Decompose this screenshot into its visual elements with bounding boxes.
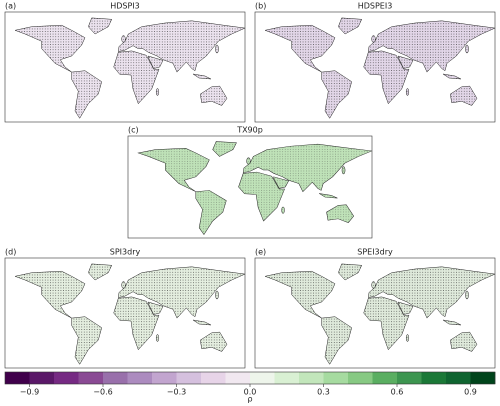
color-bin [372, 372, 398, 384]
panel-d: (d) SPI3dry [4, 248, 246, 369]
panel-c: (c) TX90p [127, 126, 373, 239]
color-bin [152, 372, 177, 384]
panel-title: SPEI3dry [357, 248, 393, 257]
color-bin [201, 372, 226, 384]
panel-label: (a) [5, 2, 16, 11]
map [264, 263, 495, 365]
color-bin [446, 372, 471, 384]
color-bin [54, 372, 79, 384]
colorbar: −0.9 −0.6 −0.3 0.0 0.3 0.6 0.9 [4, 371, 496, 397]
panel-label: (b) [255, 2, 266, 11]
color-bin [5, 372, 30, 384]
tick-label: −0.9 [20, 388, 39, 397]
panel-title: SPI3dry [110, 248, 141, 257]
tick-label: 0.6 [391, 388, 404, 397]
panel-title: TX90p [236, 126, 263, 135]
frame [4, 257, 246, 369]
tick-label: −0.3 [167, 388, 186, 397]
panel-label: (c) [128, 126, 139, 135]
color-bin [421, 372, 447, 384]
color-bin [323, 372, 349, 384]
panel-a: (a) HDSPI3 [4, 2, 246, 123]
panel-b: (b) HDSPEI3 [254, 2, 496, 123]
map [14, 263, 245, 365]
tick-label: 0.0 [244, 388, 257, 397]
color-bin [225, 372, 251, 384]
color-bin [470, 372, 496, 384]
color-bin [78, 372, 104, 384]
frame [254, 257, 496, 369]
panel-label: (d) [5, 248, 16, 257]
color-bin [103, 372, 128, 384]
color-bin [29, 372, 55, 384]
map [137, 140, 372, 236]
frame [254, 11, 496, 123]
color-bin [127, 372, 153, 384]
map [14, 17, 245, 119]
panel-title: HDSPI3 [110, 2, 140, 11]
panel-label: (e) [255, 248, 266, 257]
color-bin [299, 372, 324, 384]
tick-label: 0.3 [317, 388, 330, 397]
map [264, 17, 495, 119]
tick-label: −0.6 [93, 388, 112, 397]
panel-e: (e) SPEI3dry [254, 248, 496, 369]
color-bin [274, 372, 300, 384]
colorbar-label: ρ [247, 395, 252, 404]
tick-label: 0.9 [464, 388, 477, 397]
color-bin [176, 372, 202, 384]
frame [4, 11, 246, 123]
panel-title: HDSPEI3 [358, 2, 393, 11]
color-bin [397, 372, 422, 384]
color-bin [250, 372, 275, 384]
color-bin [348, 372, 373, 384]
frame [127, 135, 373, 239]
